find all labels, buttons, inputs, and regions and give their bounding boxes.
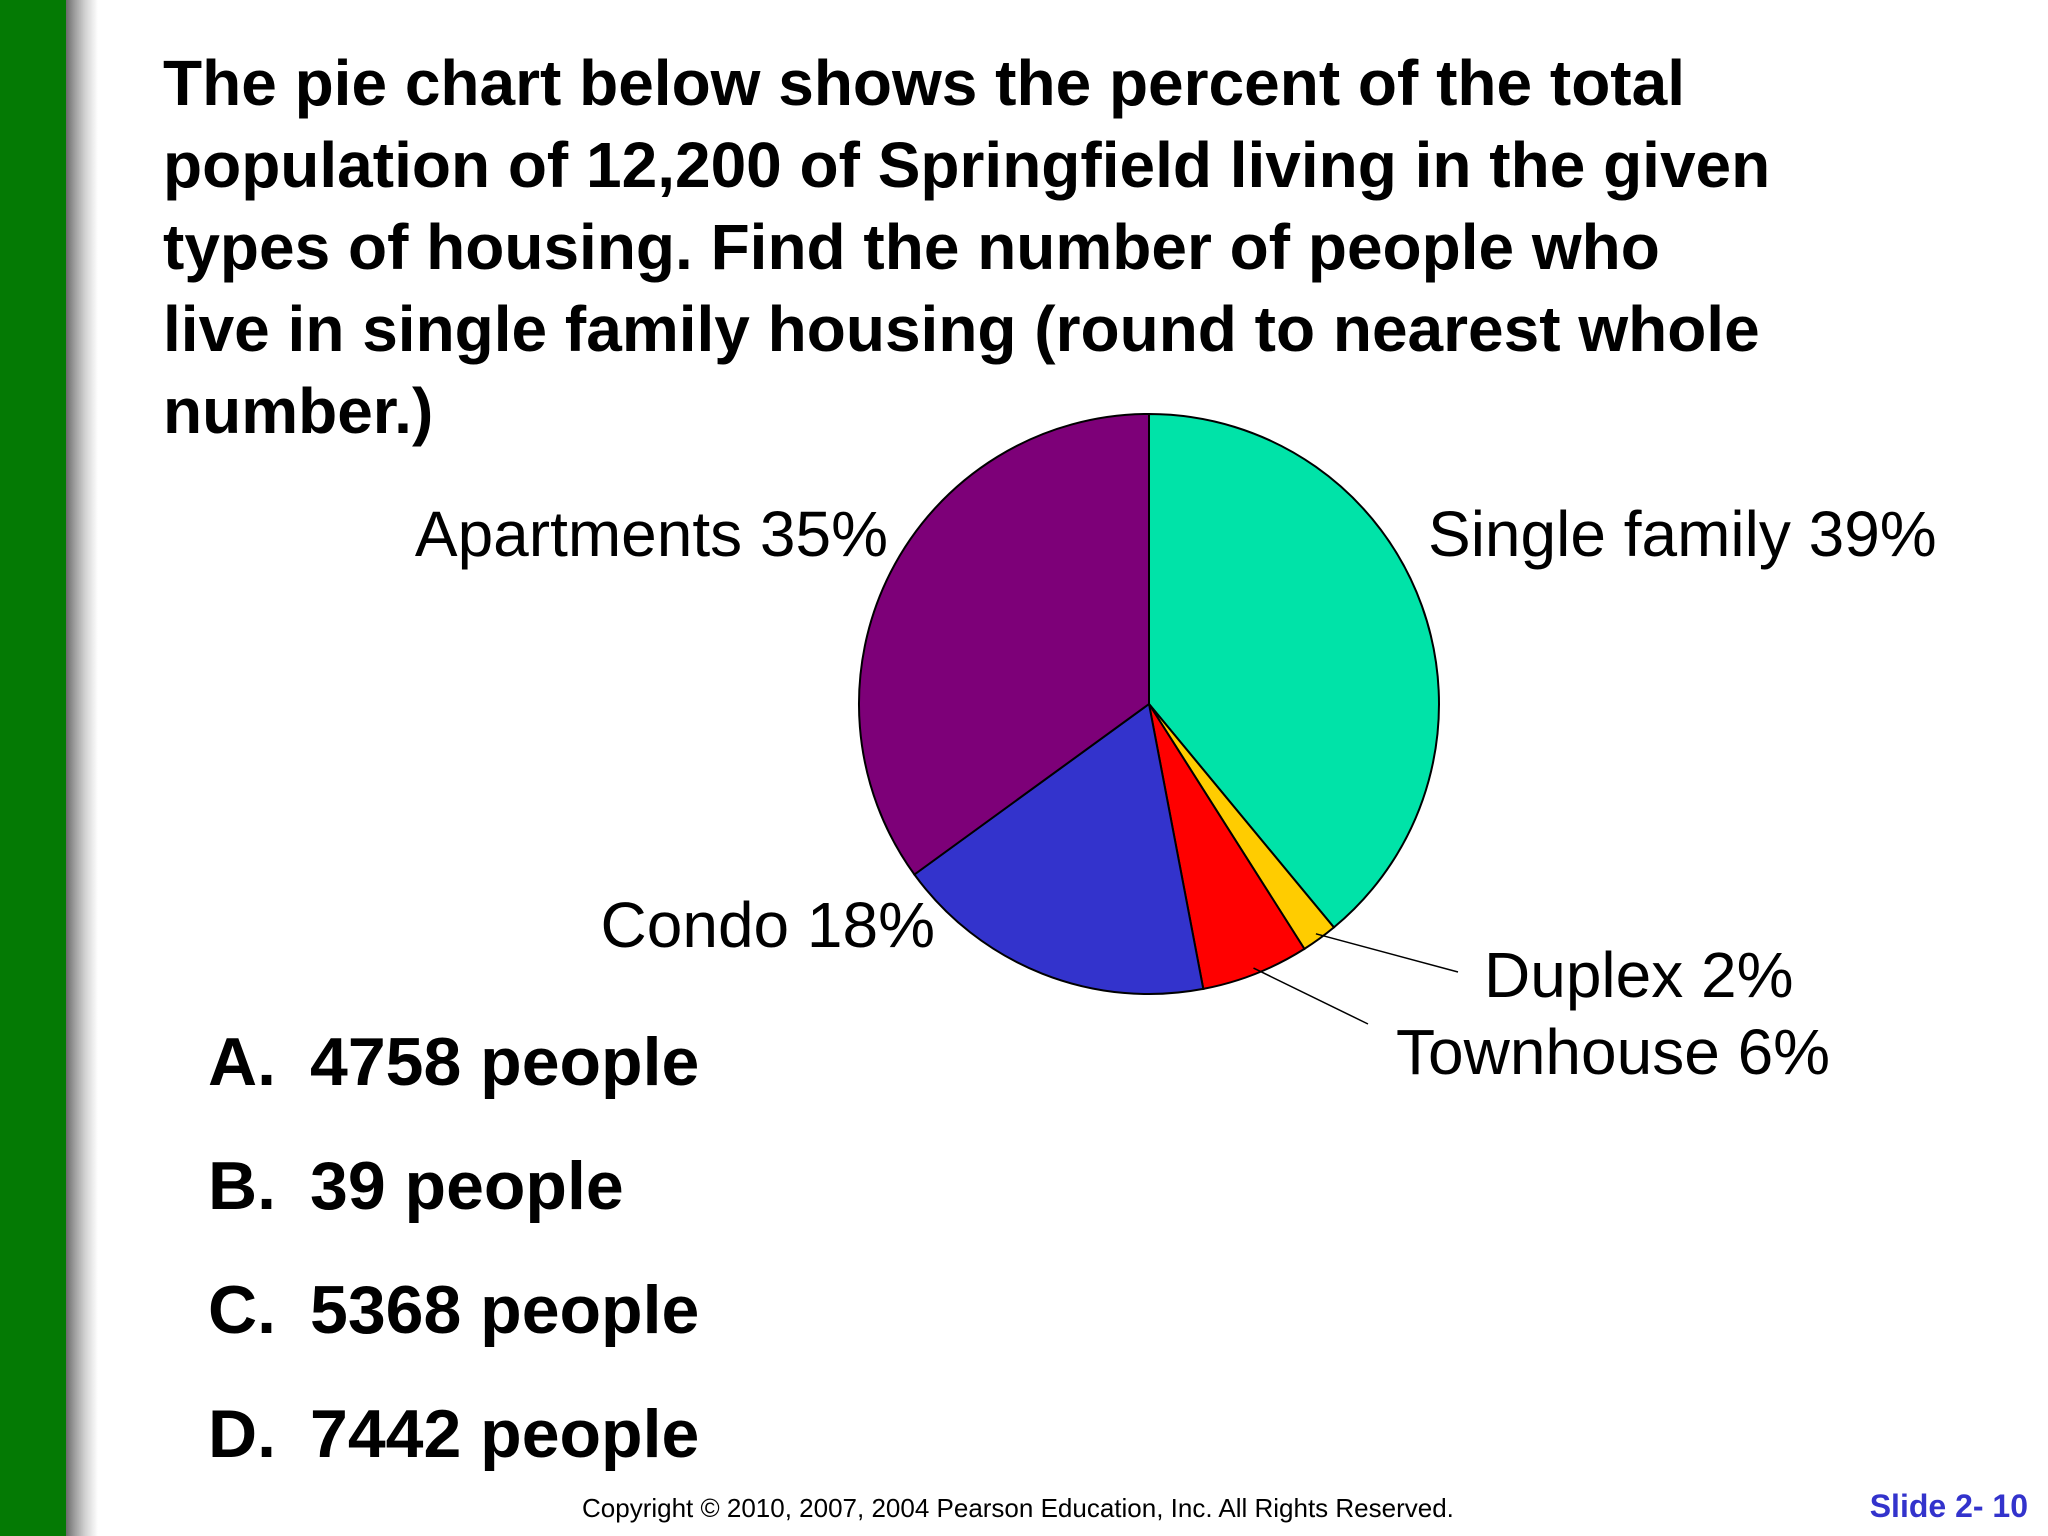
question-text: The pie chart below shows the percent of…: [163, 47, 1771, 447]
slice-label-single: Single family 39%: [1428, 498, 1937, 570]
choice-d[interactable]: D. 7442 people: [208, 1372, 699, 1496]
pie-slice-single: [1148, 412, 1440, 929]
sidebar-shadow: [66, 0, 98, 1536]
choice-b[interactable]: B. 39 people: [208, 1124, 699, 1248]
slice-labels: Single family 39% Duplex 2%Townhouse 6% Co…: [415, 498, 1937, 1088]
copyright-notice: Copyright © 2010, 2007, 2004 Pearson Edu…: [582, 1493, 1454, 1523]
choice-letter: B.: [208, 1148, 276, 1224]
leader-line-duplex: [1315, 933, 1459, 973]
choice-text: 5368 people: [310, 1272, 700, 1348]
answer-choices: A. 4758 people B. 39 people C. 5368 people …: [208, 1000, 699, 1496]
slice-label-apartments: Apartments 35%: [415, 498, 888, 570]
choice-letter: C.: [208, 1272, 276, 1348]
choice-a[interactable]: A. 4758 people: [208, 1000, 699, 1124]
leader-lines: [1253, 933, 1459, 1025]
slice-label-townhouse: Townhouse 6%: [1396, 1016, 1830, 1088]
choice-text: 39 people: [310, 1148, 624, 1224]
choice-c[interactable]: C. 5368 people: [208, 1248, 699, 1372]
slide-number: Slide 2- 10: [1869, 1488, 2028, 1524]
sidebar-green-bar: [0, 0, 66, 1536]
slice-label-condo: Condo 18%: [601, 889, 935, 961]
choice-letter: D.: [208, 1396, 276, 1472]
slice-label-duplex: Duplex 2%: [1484, 939, 1794, 1011]
pie-slices: [857, 412, 1440, 996]
choice-text: 7442 people: [310, 1396, 700, 1472]
choice-text: 4758 people: [310, 1024, 700, 1100]
choice-letter: A.: [208, 1024, 276, 1100]
leader-line-townhouse: [1253, 967, 1369, 1025]
pie-slice-condo: [913, 702, 1205, 996]
pie-slice-apartments: [857, 412, 1150, 876]
